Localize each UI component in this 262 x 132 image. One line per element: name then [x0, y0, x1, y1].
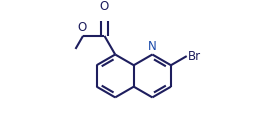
Text: O: O — [78, 21, 87, 34]
Text: Br: Br — [187, 50, 200, 63]
Text: O: O — [100, 0, 109, 13]
Text: N: N — [148, 40, 157, 53]
